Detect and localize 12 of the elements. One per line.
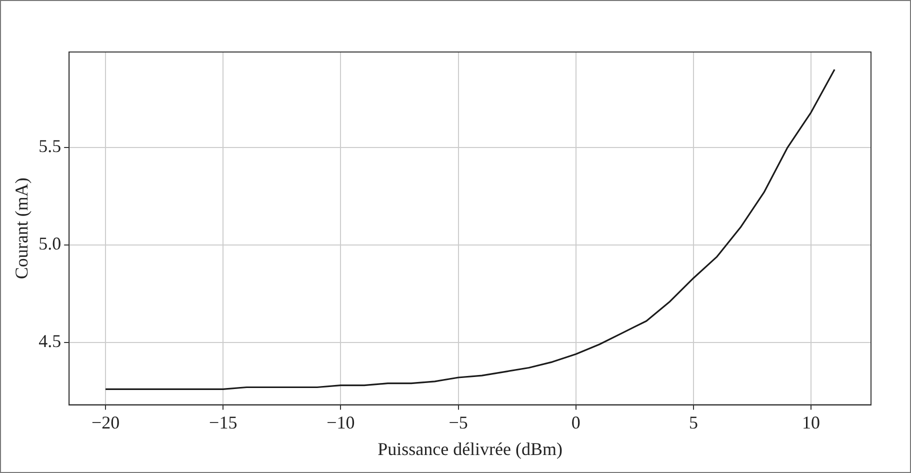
y-axis-title: Courant (mA) xyxy=(12,178,32,280)
x-tick-label: 0 xyxy=(571,412,580,432)
x-tick-label: −5 xyxy=(448,412,468,432)
y-tick-label: 4.5 xyxy=(38,331,62,352)
x-tick-label: −10 xyxy=(326,412,355,432)
x-tick-label: −15 xyxy=(209,412,238,432)
x-tick-label: −20 xyxy=(91,412,120,432)
x-tick-label: 5 xyxy=(688,412,698,432)
x-tick-label: 10 xyxy=(802,412,820,432)
y-tick-label: 5.5 xyxy=(38,136,62,156)
y-tick-label: 5.0 xyxy=(38,234,62,254)
x-axis-title: Puissance délivrée (dBm) xyxy=(378,438,563,459)
